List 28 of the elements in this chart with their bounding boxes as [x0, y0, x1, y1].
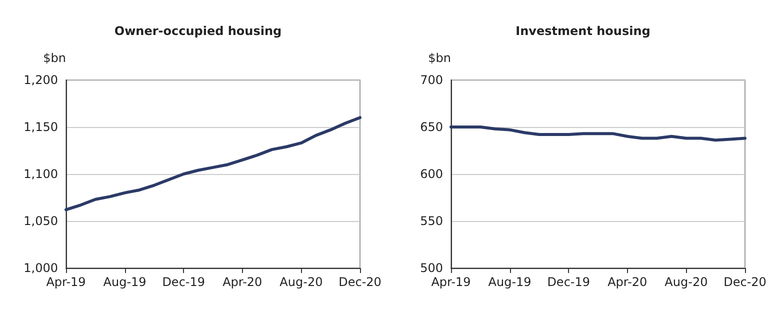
y-tick-label: 1,000 [24, 261, 58, 275]
y-tick-label: 700 [420, 73, 443, 87]
line-series [64, 116, 362, 212]
x-tick-label: Dec-19 [162, 275, 206, 289]
y-tick-label: 1,150 [24, 120, 58, 134]
chart-title: Owner-occupied housing [114, 24, 282, 38]
chart-title: Investment housing [516, 24, 650, 38]
x-tick-label: Aug-19 [488, 275, 532, 289]
x-tick-label: Aug-20 [280, 275, 323, 289]
x-tick-label: Apr-20 [608, 275, 648, 289]
y-tick-label: 1,050 [24, 214, 58, 228]
x-tick-label: Dec-19 [547, 275, 590, 289]
x-tick-label: Aug-19 [103, 275, 146, 289]
x-tick-label: Dec-20 [724, 275, 766, 289]
y-tick-label: 1,200 [24, 73, 58, 87]
y-tick-label: 1,100 [24, 167, 58, 181]
y-axis-title: $bn [428, 51, 451, 65]
y-tick-label: 650 [420, 120, 443, 134]
x-tick-label: Dec-20 [338, 275, 382, 289]
y-tick-label: 600 [420, 167, 443, 181]
x-tick-label: Aug-20 [664, 275, 708, 289]
y-tick-label: 550 [420, 214, 443, 228]
x-tick-label: Apr-20 [222, 275, 262, 289]
y-axis-title: $bn [43, 51, 66, 65]
x-tick-label: Apr-19 [431, 275, 471, 289]
y-tick-label: 500 [420, 261, 443, 275]
line-series [450, 126, 746, 142]
x-tick-label: Apr-19 [46, 275, 86, 289]
